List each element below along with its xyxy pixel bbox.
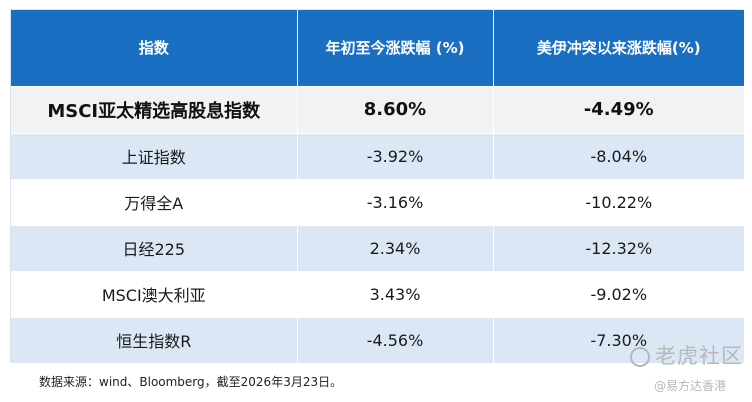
- cell-index-name: 日经225: [11, 224, 298, 271]
- header-since-conflict-change: 美伊冲突以来涨跌幅(%): [493, 10, 744, 86]
- table-row: 万得全A -3.16% -10.22%: [11, 178, 744, 225]
- table-row-highlight: MSCI亚太精选高股息指数 8.60% -4.49%: [11, 85, 744, 133]
- cell-index-name: MSCI亚太精选高股息指数: [11, 85, 298, 133]
- table-row: 日经225 2.34% -12.32%: [11, 224, 744, 271]
- cell-ytd: 2.34%: [297, 224, 494, 271]
- cell-index-name: 恒生指数R: [11, 316, 298, 363]
- cell-index-name: 上证指数: [11, 132, 298, 179]
- table-row: 上证指数 -3.92% -8.04%: [11, 132, 744, 179]
- cell-since-conflict: -4.49%: [493, 85, 744, 133]
- watermark-logo: 老虎社区: [630, 340, 743, 370]
- tiger-community-icon: [630, 347, 650, 367]
- table-header-row: 指数 年初至今涨跌幅 (%) 美伊冲突以来涨跌幅(%): [11, 10, 744, 86]
- watermark-handle: @易方达香港: [654, 379, 727, 393]
- header-ytd-change: 年初至今涨跌幅 (%): [297, 10, 494, 86]
- cell-ytd: -4.56%: [297, 316, 494, 363]
- source-note: 数据来源：wind、Bloomberg，截至2026年3月23日。: [39, 375, 343, 389]
- cell-index-name: MSCI澳大利亚: [11, 270, 298, 317]
- cell-ytd: 8.60%: [297, 85, 494, 133]
- table-row: 恒生指数R -4.56% -7.30%: [11, 316, 744, 363]
- cell-ytd: -3.16%: [297, 178, 494, 225]
- table-row: MSCI澳大利亚 3.43% -9.02%: [11, 270, 744, 317]
- cell-since-conflict: -8.04%: [493, 132, 744, 179]
- cell-ytd: 3.43%: [297, 270, 494, 317]
- cell-since-conflict: -9.02%: [493, 270, 744, 317]
- header-index: 指数: [11, 10, 298, 86]
- performance-table: 指数 年初至今涨跌幅 (%) 美伊冲突以来涨跌幅(%) MSCI亚太精选高股息指…: [11, 10, 744, 363]
- cell-ytd: -3.92%: [297, 132, 494, 179]
- cell-since-conflict: -7.30%: [493, 316, 744, 363]
- cell-index-name: 万得全A: [11, 178, 298, 225]
- cell-since-conflict: -10.22%: [493, 178, 744, 225]
- cell-since-conflict: -12.32%: [493, 224, 744, 271]
- watermark-logo-text: 老虎社区: [655, 344, 743, 368]
- index-performance-table: 指数 年初至今涨跌幅 (%) 美伊冲突以来涨跌幅(%) MSCI亚太精选高股息指…: [10, 9, 744, 363]
